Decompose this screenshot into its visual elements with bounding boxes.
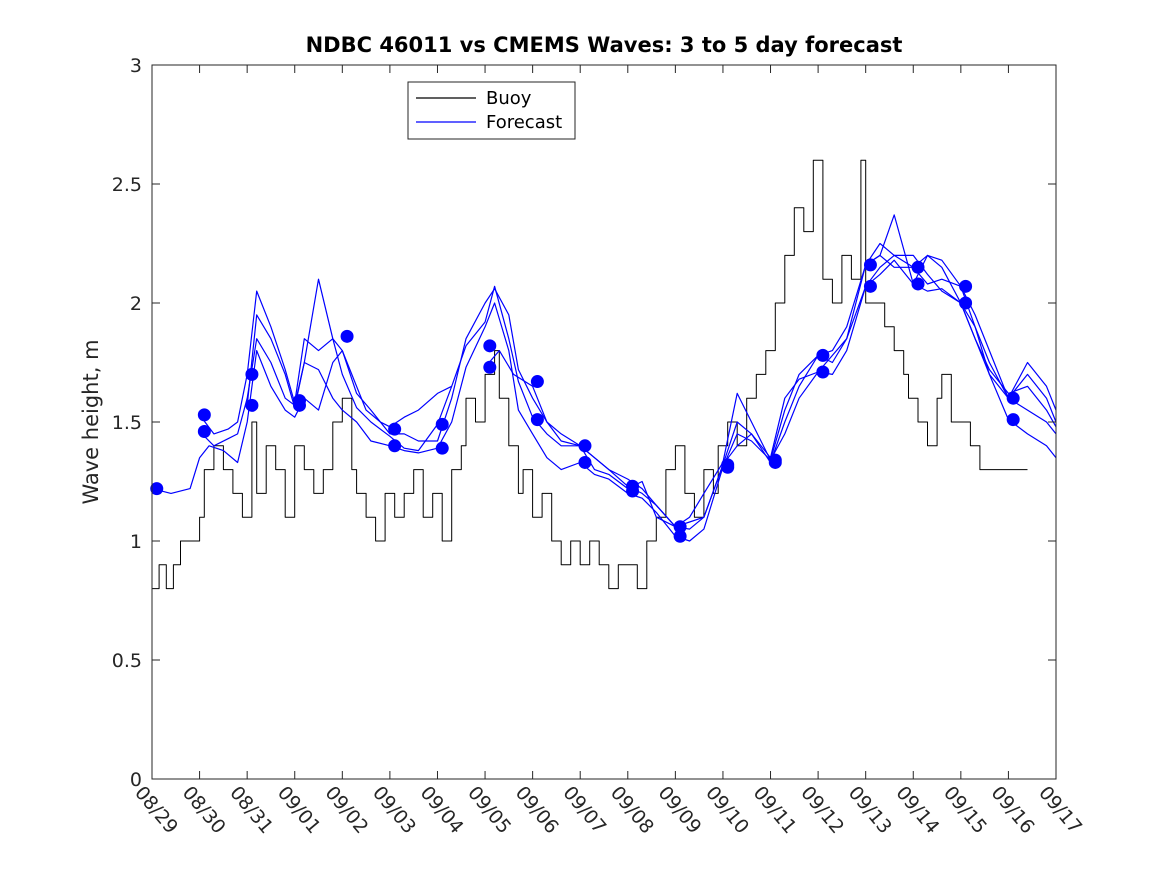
y-tick-label: 0 <box>130 769 142 791</box>
y-tick-label: 0.5 <box>112 650 142 672</box>
series-line-buoy <box>152 159 1028 590</box>
forecast-start-marker <box>197 425 211 439</box>
forecast-start-marker <box>673 529 687 543</box>
forecast-start-marker <box>1006 413 1020 427</box>
forecast-start-marker <box>530 375 544 389</box>
forecast-start-marker <box>959 279 973 293</box>
forecast-start-marker <box>578 439 592 453</box>
y-tick-label: 3 <box>130 55 142 77</box>
forecast-start-marker <box>340 329 354 343</box>
legend-label-buoy: Buoy <box>486 88 532 109</box>
forecast-start-marker <box>530 413 544 427</box>
legend: Buoy Forecast <box>407 81 576 140</box>
series-line-forecast <box>199 259 1057 542</box>
chart-title: NDBC 46011 vs CMEMS Waves: 3 to 5 day fo… <box>306 33 903 57</box>
forecast-start-marker <box>816 365 830 379</box>
forecast-start-marker <box>816 348 830 362</box>
forecast-start-marker <box>863 279 877 293</box>
y-tick-label: 2.5 <box>112 174 142 196</box>
forecast-start-marker <box>911 277 925 291</box>
forecast-start-marker <box>673 520 687 534</box>
marker-layer <box>150 258 1020 543</box>
forecast-start-marker <box>150 482 164 496</box>
forecast-start-marker <box>388 422 402 436</box>
forecast-start-marker <box>435 441 449 455</box>
y-tick-label: 2 <box>130 293 142 315</box>
forecast-start-marker <box>768 455 782 469</box>
forecast-start-marker <box>245 398 259 412</box>
forecast-start-marker <box>863 258 877 272</box>
forecast-start-marker <box>626 484 640 498</box>
forecast-start-marker <box>721 460 735 474</box>
forecast-start-marker <box>1006 391 1020 405</box>
y-axis-label: Wave height, m <box>79 339 103 504</box>
forecast-start-marker <box>388 439 402 453</box>
y-tick-label: 1.5 <box>112 412 142 434</box>
forecast-start-marker <box>292 398 306 412</box>
y-tick-label: 1 <box>130 531 142 553</box>
forecast-start-marker <box>483 360 497 374</box>
forecast-start-marker <box>959 296 973 310</box>
forecast-start-marker <box>578 455 592 469</box>
forecast-start-marker <box>483 339 497 353</box>
legend-label-forecast: Forecast <box>486 112 562 133</box>
plot-area <box>152 65 1056 779</box>
legend-box <box>407 81 576 140</box>
forecast-start-marker <box>197 408 211 422</box>
forecast-start-marker <box>911 260 925 274</box>
forecast-start-marker <box>245 367 259 381</box>
forecast-start-marker <box>435 417 449 431</box>
